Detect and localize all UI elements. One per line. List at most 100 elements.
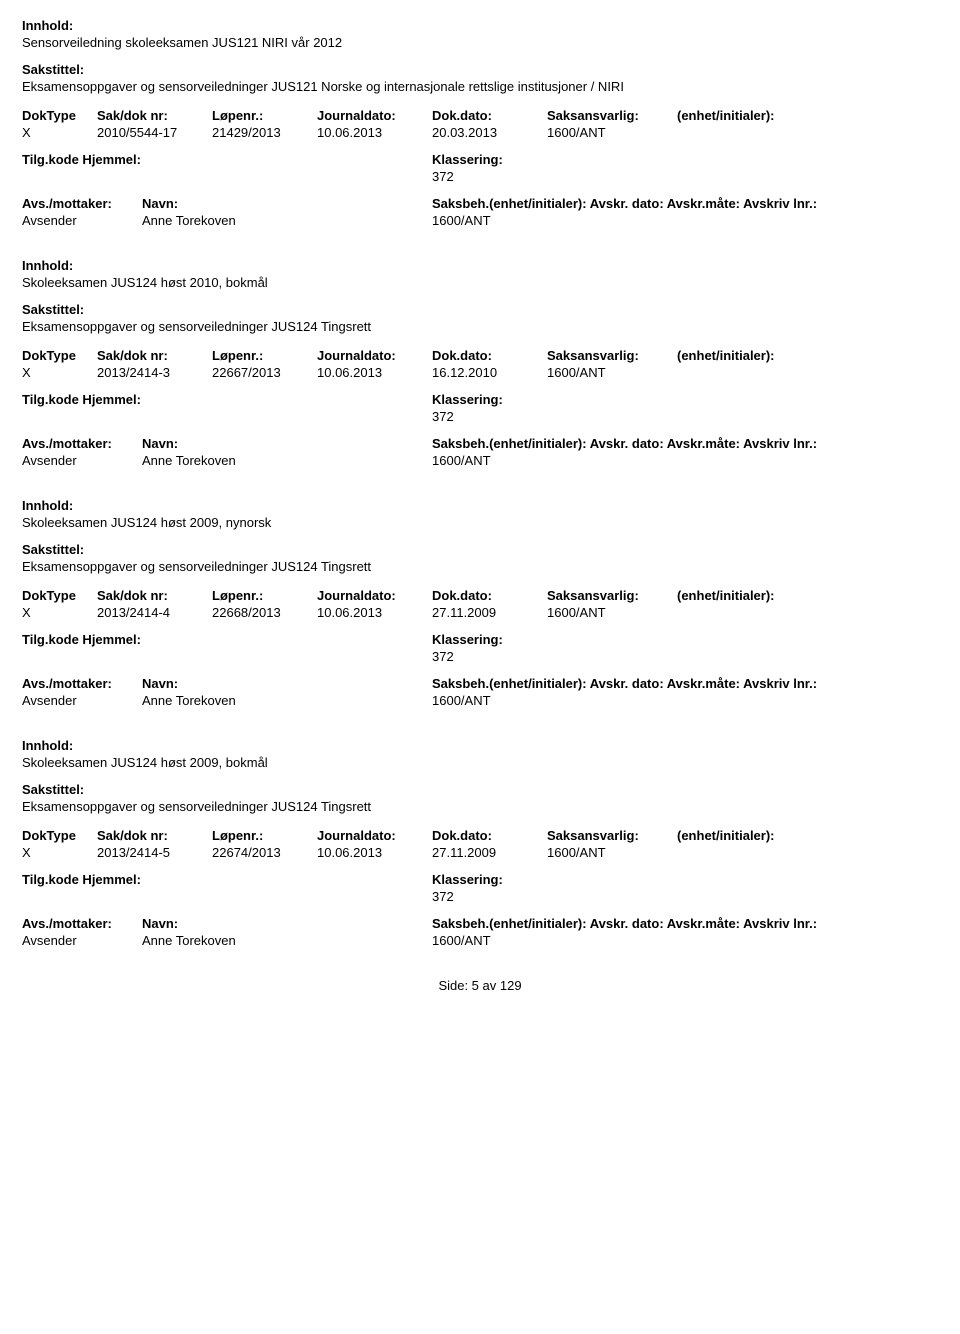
col-enhet-header: (enhet/initialer): <box>677 108 938 123</box>
sender-row: Avsender Anne Torekoven 1600/ANT <box>22 693 938 708</box>
col-saksansv-header: Saksansvarlig: <box>547 108 677 123</box>
sender-code: 1600/ANT <box>432 453 938 468</box>
saksbeh-label: Saksbeh.(enhet/initialer): Avskr. dato: … <box>432 436 938 451</box>
sender-code: 1600/ANT <box>432 933 938 948</box>
col-jdato-header: Journaldato: <box>317 108 432 123</box>
avs-row: Avs./mottaker: Navn: Saksbeh.(enhet/init… <box>22 196 938 211</box>
klassering-value: 372 <box>22 889 938 904</box>
klassering-label: Klassering: <box>432 632 503 647</box>
jdato-value: 10.06.2013 <box>317 365 432 380</box>
saknr-value: 2010/5544-17 <box>97 125 212 140</box>
col-enhet-header: (enhet/initialer): <box>677 588 938 603</box>
col-saksansv-header: Saksansvarlig: <box>547 588 677 603</box>
col-ddato-header: Dok.dato: <box>432 828 547 843</box>
avsender-text: Avsender <box>22 213 142 228</box>
col-lopenr-header: Løpenr.: <box>212 108 317 123</box>
saksansv-value: 1600/ANT <box>547 125 677 140</box>
innhold-label: Innhold: <box>22 738 938 753</box>
innhold-text: Sensorveiledning skoleeksamen JUS121 NIR… <box>22 35 938 50</box>
innhold-label: Innhold: <box>22 498 938 513</box>
innhold-text: Skoleeksamen JUS124 høst 2009, bokmål <box>22 755 938 770</box>
avsmottaker-label: Avs./mottaker: <box>22 436 142 451</box>
col-enhet-header: (enhet/initialer): <box>677 348 938 363</box>
col-saksansv-header: Saksansvarlig: <box>547 828 677 843</box>
klassering-label: Klassering: <box>432 392 503 407</box>
klassering-value: 372 <box>22 649 938 664</box>
col-lopenr-header: Løpenr.: <box>212 348 317 363</box>
col-doktype-header: DokType <box>22 108 97 123</box>
tilg-hjemmel-label: Tilg.kode Hjemmel: <box>22 392 432 407</box>
sender-name: Anne Torekoven <box>142 693 432 708</box>
ddato-value: 16.12.2010 <box>432 365 547 380</box>
avs-row: Avs./mottaker: Navn: Saksbeh.(enhet/init… <box>22 676 938 691</box>
avsmottaker-label: Avs./mottaker: <box>22 196 142 211</box>
klassering-value: 372 <box>22 409 938 424</box>
sender-name: Anne Torekoven <box>142 933 432 948</box>
sakstittel-label: Sakstittel: <box>22 62 938 77</box>
ddato-value: 20.03.2013 <box>432 125 547 140</box>
sender-code: 1600/ANT <box>432 693 938 708</box>
enhet-value <box>677 125 938 140</box>
avs-row: Avs./mottaker: Navn: Saksbeh.(enhet/init… <box>22 436 938 451</box>
sakstittel-text: Eksamensoppgaver og sensorveiledninger J… <box>22 79 938 94</box>
columns-header: DokType Sak/dok nr: Løpenr.: Journaldato… <box>22 108 938 123</box>
sender-row: Avsender Anne Torekoven 1600/ANT <box>22 933 938 948</box>
columns-header: DokType Sak/dok nr: Løpenr.: Journaldato… <box>22 588 938 603</box>
lopenr-value: 22668/2013 <box>212 605 317 620</box>
col-doktype-header: DokType <box>22 348 97 363</box>
col-enhet-header: (enhet/initialer): <box>677 828 938 843</box>
lopenr-value: 22667/2013 <box>212 365 317 380</box>
col-saknr-header: Sak/dok nr: <box>97 348 212 363</box>
doktype-value: X <box>22 365 97 380</box>
enhet-value <box>677 365 938 380</box>
journal-record: Innhold: Skoleeksamen JUS124 høst 2010, … <box>22 258 938 468</box>
tilg-row: Tilg.kode Hjemmel: Klassering: <box>22 632 938 647</box>
sakstittel-text: Eksamensoppgaver og sensorveiledninger J… <box>22 559 938 574</box>
tilg-row: Tilg.kode Hjemmel: Klassering: <box>22 152 938 167</box>
innhold-label: Innhold: <box>22 258 938 273</box>
sakstittel-label: Sakstittel: <box>22 302 938 317</box>
sakstittel-text: Eksamensoppgaver og sensorveiledninger J… <box>22 799 938 814</box>
col-lopenr-header: Løpenr.: <box>212 828 317 843</box>
avsender-text: Avsender <box>22 933 142 948</box>
col-jdato-header: Journaldato: <box>317 588 432 603</box>
col-saknr-header: Sak/dok nr: <box>97 588 212 603</box>
enhet-value <box>677 605 938 620</box>
lopenr-value: 22674/2013 <box>212 845 317 860</box>
sakstittel-text: Eksamensoppgaver og sensorveiledninger J… <box>22 319 938 334</box>
tilg-hjemmel-label: Tilg.kode Hjemmel: <box>22 152 432 167</box>
col-saknr-header: Sak/dok nr: <box>97 108 212 123</box>
saksansv-value: 1600/ANT <box>547 605 677 620</box>
ddato-value: 27.11.2009 <box>432 845 547 860</box>
tilg-row: Tilg.kode Hjemmel: Klassering: <box>22 872 938 887</box>
journal-record: Innhold: Skoleeksamen JUS124 høst 2009, … <box>22 498 938 708</box>
col-jdato-header: Journaldato: <box>317 828 432 843</box>
saksbeh-label: Saksbeh.(enhet/initialer): Avskr. dato: … <box>432 676 938 691</box>
jdato-value: 10.06.2013 <box>317 605 432 620</box>
saksbeh-label: Saksbeh.(enhet/initialer): Avskr. dato: … <box>432 196 938 211</box>
avsender-text: Avsender <box>22 453 142 468</box>
innhold-text: Skoleeksamen JUS124 høst 2010, bokmål <box>22 275 938 290</box>
saksbeh-label: Saksbeh.(enhet/initialer): Avskr. dato: … <box>432 916 938 931</box>
col-saksansv-header: Saksansvarlig: <box>547 348 677 363</box>
sender-name: Anne Torekoven <box>142 213 432 228</box>
sender-row: Avsender Anne Torekoven 1600/ANT <box>22 453 938 468</box>
col-ddato-header: Dok.dato: <box>432 588 547 603</box>
innhold-label: Innhold: <box>22 18 938 33</box>
columns-values: X 2013/2414-4 22668/2013 10.06.2013 27.1… <box>22 605 938 620</box>
sakstittel-label: Sakstittel: <box>22 542 938 557</box>
saksansv-value: 1600/ANT <box>547 365 677 380</box>
jdato-value: 10.06.2013 <box>317 125 432 140</box>
sender-code: 1600/ANT <box>432 213 938 228</box>
journal-record: Innhold: Sensorveiledning skoleeksamen J… <box>22 18 938 228</box>
saknr-value: 2013/2414-3 <box>97 365 212 380</box>
columns-values: X 2013/2414-5 22674/2013 10.06.2013 27.1… <box>22 845 938 860</box>
doktype-value: X <box>22 845 97 860</box>
columns-values: X 2013/2414-3 22667/2013 10.06.2013 16.1… <box>22 365 938 380</box>
page-footer: Side: 5 av 129 <box>22 978 938 993</box>
doktype-value: X <box>22 125 97 140</box>
col-ddato-header: Dok.dato: <box>432 348 547 363</box>
enhet-value <box>677 845 938 860</box>
avsmottaker-label: Avs./mottaker: <box>22 676 142 691</box>
saknr-value: 2013/2414-5 <box>97 845 212 860</box>
